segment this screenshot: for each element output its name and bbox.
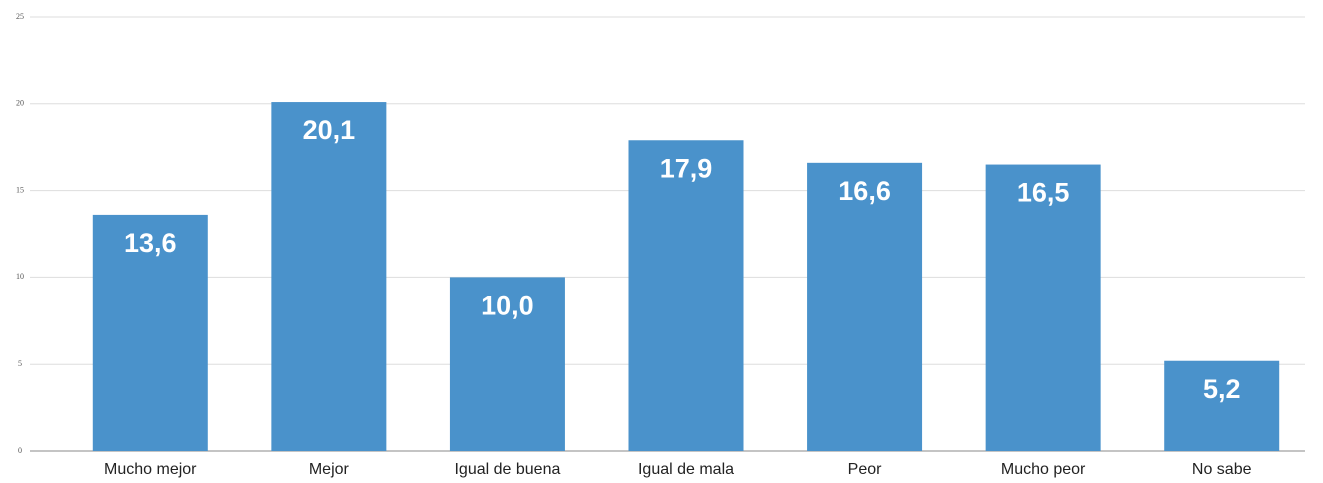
x-tick-label: Igual de mala [638, 461, 734, 478]
y-tick-label: 25 [16, 12, 24, 21]
x-tick-label: No sabe [1192, 461, 1252, 478]
bar [271, 102, 387, 452]
value-label: 5,2 [1203, 374, 1241, 404]
x-tick-label: Mucho peor [1001, 461, 1086, 478]
x-tick-label: Peor [848, 461, 882, 478]
bar [985, 164, 1101, 451]
value-label: 16,6 [838, 176, 891, 206]
y-tick-label: 0 [18, 446, 22, 455]
value-label: 13,6 [124, 228, 177, 258]
value-label: 16,5 [1017, 178, 1070, 208]
value-label: 10,0 [481, 291, 534, 321]
bar [807, 162, 923, 451]
y-tick-label: 20 [16, 99, 24, 108]
y-tick-label: 5 [18, 359, 22, 368]
bar [1164, 360, 1280, 451]
x-tick-label: Mejor [309, 461, 350, 478]
value-label: 17,9 [660, 153, 713, 183]
bar [628, 140, 744, 452]
x-tick-label: Igual de buena [454, 461, 560, 478]
y-tick-label: 15 [16, 185, 24, 194]
value-label: 20,1 [303, 115, 356, 145]
bar [449, 277, 565, 451]
x-tick-label: Mucho mejor [104, 461, 197, 478]
y-tick-label: 10 [16, 272, 24, 281]
bar [92, 214, 208, 451]
